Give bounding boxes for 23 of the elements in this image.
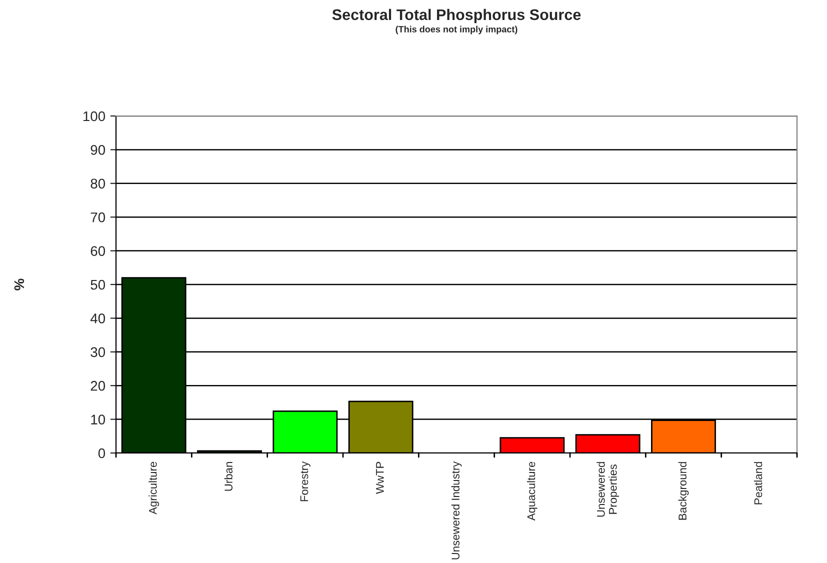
y-tick-label: 70 [90, 212, 106, 222]
y-tick-label: 50 [90, 280, 106, 290]
x-tick-label: Forestry [300, 461, 310, 502]
x-tick-label: Aquaculture [526, 462, 538, 521]
x-tick-label: Agriculture [148, 462, 160, 514]
chart-title: Sectoral Total Phosphorus Source [332, 8, 581, 24]
y-tick-label: 90 [90, 145, 106, 155]
y-axis-title: % [14, 278, 24, 290]
y-tick-label: 20 [90, 380, 106, 391]
x-tick-label: Urban [224, 462, 232, 491]
x-tick-label: Peatland [754, 462, 762, 504]
x-tick-label: Unsewered Industry [451, 461, 462, 560]
y-tick-label: 100 [83, 111, 106, 122]
x-tick-label: Background [678, 462, 689, 520]
x-tick-label: WwTP [376, 462, 384, 494]
y-tick-label: 40 [90, 314, 106, 324]
y-tick-label: 10 [91, 414, 106, 424]
y-tick-label: 30 [90, 347, 106, 358]
y-tick-label: 60 [90, 246, 106, 256]
y-tick-label: 80 [90, 178, 106, 189]
x-tick-label: Unsewered Properties [596, 462, 619, 517]
y-tick-label: 0 [98, 448, 106, 458]
chart-subtitle: (This does not imply impact) [396, 26, 518, 34]
